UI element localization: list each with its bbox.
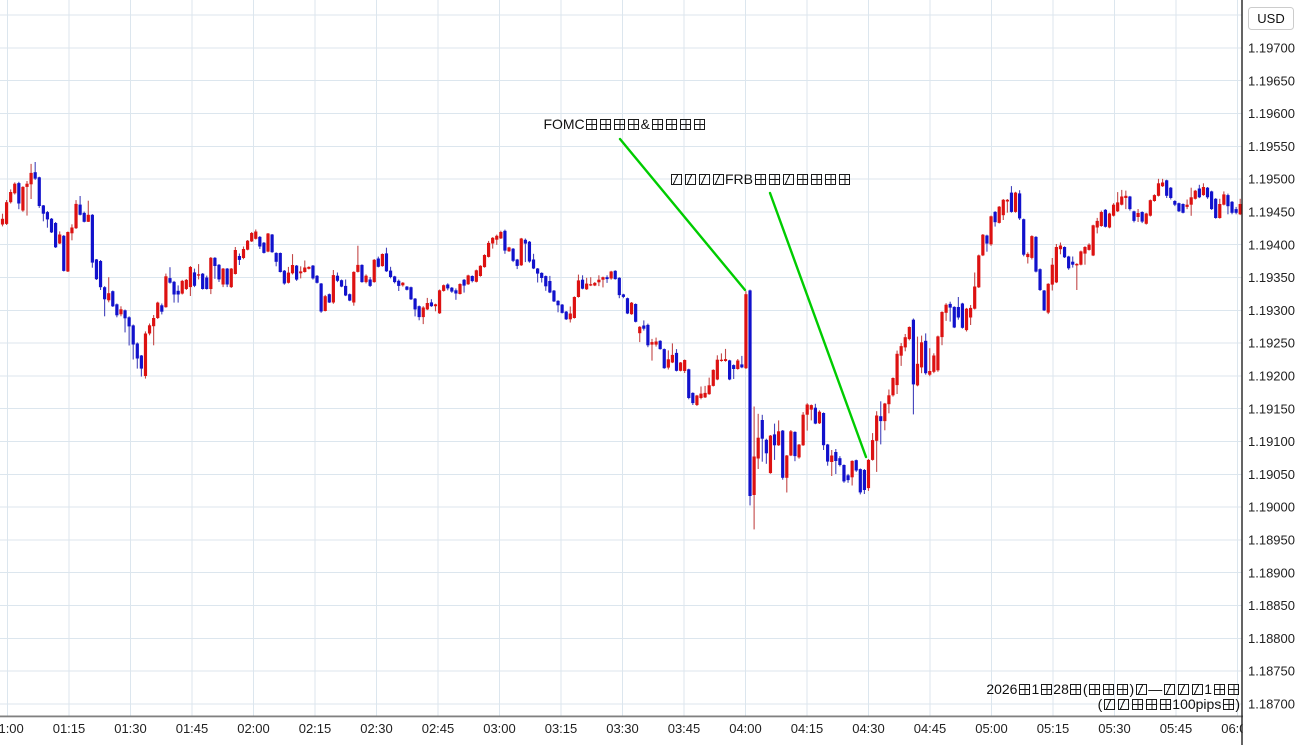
svg-text:01:45: 01:45 <box>176 721 209 736</box>
svg-text:01:00: 01:00 <box>0 721 24 736</box>
svg-text:04:15: 04:15 <box>791 721 824 736</box>
svg-text:03:45: 03:45 <box>668 721 701 736</box>
svg-text:1.19250: 1.19250 <box>1248 336 1295 351</box>
svg-text:04:45: 04:45 <box>914 721 947 736</box>
svg-text:1.19150: 1.19150 <box>1248 401 1295 416</box>
svg-text:03:15: 03:15 <box>545 721 578 736</box>
svg-text:1.19500: 1.19500 <box>1248 172 1295 187</box>
svg-text:04:00: 04:00 <box>729 721 762 736</box>
svg-text:1.18850: 1.18850 <box>1248 598 1295 613</box>
svg-text:1.19200: 1.19200 <box>1248 369 1295 384</box>
svg-text:1.19000: 1.19000 <box>1248 500 1295 515</box>
svg-text:05:45: 05:45 <box>1160 721 1193 736</box>
svg-text:1.19600: 1.19600 <box>1248 106 1295 121</box>
svg-text:03:30: 03:30 <box>606 721 639 736</box>
svg-text:03:00: 03:00 <box>483 721 516 736</box>
svg-text:1.19300: 1.19300 <box>1248 303 1295 318</box>
svg-text:1.18800: 1.18800 <box>1248 631 1295 646</box>
svg-text:02:15: 02:15 <box>299 721 332 736</box>
svg-text:1.19050: 1.19050 <box>1248 467 1295 482</box>
svg-text:1.18900: 1.18900 <box>1248 565 1295 580</box>
svg-text:1.19700: 1.19700 <box>1248 41 1295 56</box>
svg-text:1.19550: 1.19550 <box>1248 139 1295 154</box>
svg-text:1.19350: 1.19350 <box>1248 270 1295 285</box>
svg-text:USD: USD <box>1257 11 1284 26</box>
svg-text:05:15: 05:15 <box>1037 721 1070 736</box>
svg-text:05:30: 05:30 <box>1098 721 1131 736</box>
svg-text:02:00: 02:00 <box>237 721 270 736</box>
svg-text:1.19450: 1.19450 <box>1248 205 1295 220</box>
svg-text:01:30: 01:30 <box>114 721 147 736</box>
svg-text:02:45: 02:45 <box>422 721 455 736</box>
svg-text:1.19100: 1.19100 <box>1248 434 1295 449</box>
svg-text:04:30: 04:30 <box>852 721 885 736</box>
svg-text:1.18950: 1.18950 <box>1248 533 1295 548</box>
svg-text:01:15: 01:15 <box>53 721 86 736</box>
svg-text:1.18700: 1.18700 <box>1248 697 1295 712</box>
svg-text:1.19400: 1.19400 <box>1248 237 1295 252</box>
svg-text:1.18750: 1.18750 <box>1248 664 1295 679</box>
svg-text:05:00: 05:00 <box>975 721 1008 736</box>
svg-text:1.19650: 1.19650 <box>1248 73 1295 88</box>
svg-text:02:30: 02:30 <box>360 721 393 736</box>
